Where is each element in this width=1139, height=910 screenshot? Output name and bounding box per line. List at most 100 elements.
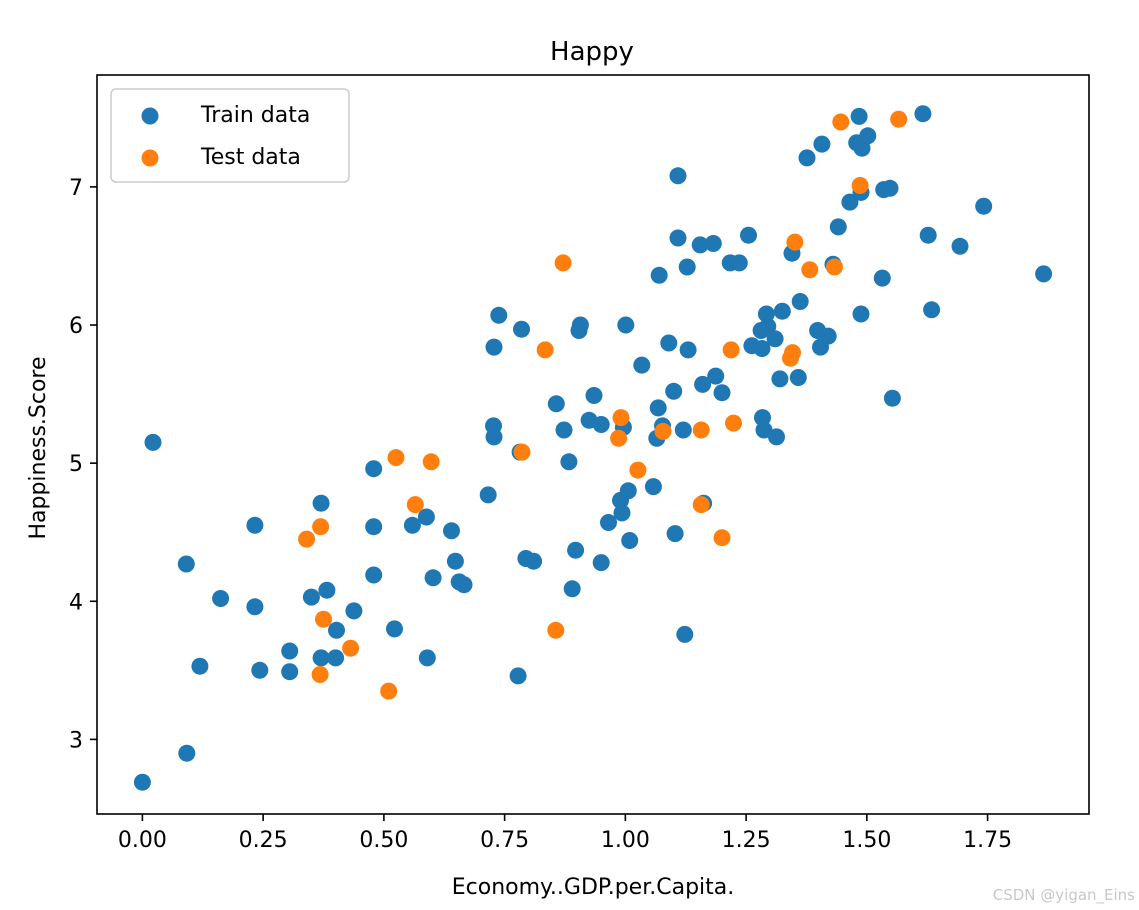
train-point	[178, 744, 196, 762]
train-point	[485, 338, 503, 356]
train-point	[694, 375, 712, 393]
train-point	[365, 518, 383, 536]
train-point	[418, 649, 436, 667]
test-point	[554, 254, 572, 272]
train-point	[328, 621, 345, 639]
test-point	[406, 496, 424, 514]
train-point	[813, 135, 831, 153]
train-point	[600, 514, 617, 531]
test-point	[315, 610, 332, 628]
test-point	[380, 682, 398, 700]
train-point	[386, 620, 403, 638]
legend-marker-test	[141, 149, 159, 167]
train-point	[679, 341, 697, 359]
train-point	[859, 127, 877, 145]
train-point	[730, 254, 748, 272]
train-point	[345, 602, 363, 620]
train-point	[365, 566, 383, 584]
train-point	[753, 340, 771, 357]
train-point	[619, 482, 637, 500]
test-point	[654, 422, 672, 440]
train-point	[571, 316, 589, 334]
test-point	[826, 258, 843, 276]
train-point	[490, 306, 508, 324]
x-tick-label: 0.75	[480, 828, 529, 853]
test-point	[513, 443, 531, 461]
test-point	[786, 233, 804, 251]
test-point	[629, 461, 647, 479]
train-point	[757, 305, 775, 323]
train-point	[669, 167, 687, 185]
test-point	[722, 341, 740, 359]
train-point	[525, 552, 543, 570]
x-tick-label: 1.00	[601, 828, 650, 853]
train-point	[975, 197, 993, 215]
test-point	[422, 453, 440, 471]
train-point	[766, 330, 784, 348]
train-point	[1035, 265, 1053, 283]
train-point	[485, 428, 503, 446]
train-point	[246, 598, 264, 616]
train-point	[281, 663, 299, 681]
train-point	[312, 494, 330, 512]
train-point	[446, 552, 464, 570]
legend: Train data Test data	[110, 88, 350, 183]
watermark: CSDN @yigan_Eins	[992, 886, 1135, 904]
train-point	[246, 516, 264, 534]
test-point	[387, 449, 405, 467]
train-point	[852, 305, 870, 323]
train-point	[914, 105, 932, 123]
y-tick-label: 7	[69, 176, 83, 201]
train-point	[585, 387, 603, 404]
train-point	[455, 576, 473, 594]
test-point	[692, 421, 710, 439]
train-point	[740, 226, 757, 244]
y-tick-label: 6	[69, 314, 83, 339]
train-point	[592, 554, 610, 572]
train-point	[443, 522, 460, 540]
legend-label-test: Test data	[200, 145, 301, 170]
train-point	[563, 580, 581, 598]
plot-frame	[96, 74, 1090, 815]
train-point	[644, 478, 662, 496]
train-point	[547, 395, 565, 413]
test-point	[612, 409, 630, 427]
train-point	[191, 657, 209, 675]
train-point	[133, 773, 151, 791]
test-point	[851, 177, 869, 194]
y-axis-ticks: 3 4 5 6 7	[69, 176, 97, 753]
train-point	[819, 327, 837, 345]
train-point	[592, 416, 610, 433]
test-point	[298, 530, 316, 548]
train-point	[649, 399, 667, 417]
train-point	[424, 569, 442, 587]
test-point	[784, 344, 801, 362]
x-tick-label: 1.25	[722, 828, 771, 853]
test-point	[312, 518, 330, 536]
train-point	[881, 179, 899, 197]
train-point	[678, 258, 696, 276]
train-point	[951, 237, 969, 255]
test-point	[832, 113, 850, 131]
x-tick-label: 0.25	[239, 828, 288, 853]
train-point	[676, 625, 694, 643]
train-point	[650, 266, 668, 284]
test-point	[610, 429, 628, 447]
y-tick-label: 4	[69, 590, 83, 615]
legend-marker-train	[141, 107, 159, 125]
train-point	[660, 334, 678, 352]
train-point	[754, 409, 771, 427]
y-tick-label: 3	[69, 728, 83, 753]
train-point	[613, 504, 631, 522]
train-point	[755, 421, 773, 439]
train-point	[773, 302, 791, 320]
x-tick-label: 1.50	[842, 828, 891, 853]
train-point	[841, 193, 859, 211]
train-point	[665, 382, 683, 400]
test-point	[342, 639, 360, 657]
train-point	[509, 667, 527, 685]
train-point	[479, 486, 497, 504]
train-point	[873, 269, 891, 287]
train-point	[669, 229, 687, 247]
